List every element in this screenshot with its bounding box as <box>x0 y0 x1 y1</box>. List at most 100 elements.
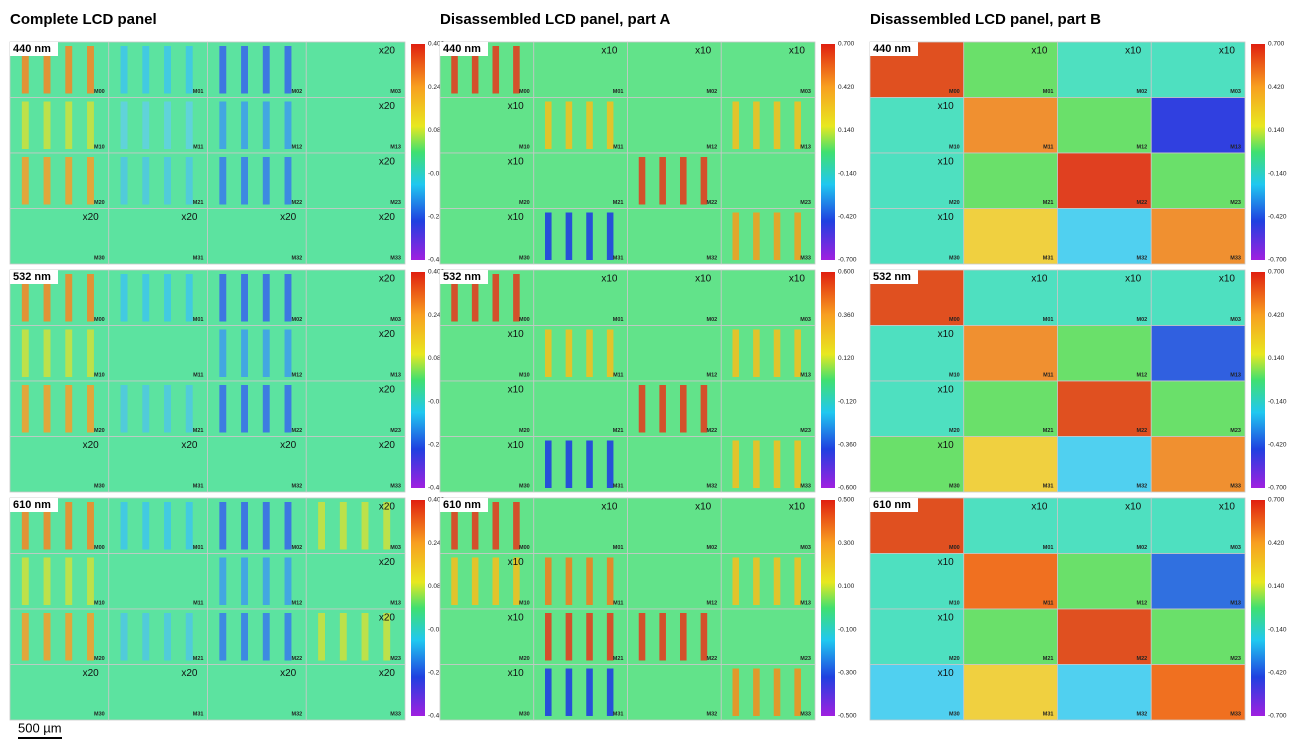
cell-label: M23 <box>1230 656 1241 662</box>
magnification: x10 <box>508 157 525 168</box>
cell-label: M31 <box>1043 483 1054 489</box>
scale-bar-label: 500 µm <box>18 720 62 735</box>
stripe <box>65 558 72 606</box>
stripe <box>794 213 801 261</box>
colorbar-tick-label: -0.140 <box>838 170 857 177</box>
stripe <box>659 157 666 205</box>
magnification: x10 <box>938 385 955 396</box>
stripe <box>733 213 740 261</box>
cell-label: M32 <box>292 483 303 489</box>
colorbar-tick-label: -0.140 <box>1268 398 1287 405</box>
magnification: x10 <box>695 502 712 513</box>
cell-label: M02 <box>707 545 718 551</box>
magnification: x20 <box>280 440 297 451</box>
stripe <box>142 157 149 205</box>
stripe <box>22 613 29 661</box>
stripe <box>263 613 270 661</box>
stripe <box>263 558 270 606</box>
stripe <box>164 46 171 94</box>
cell-label: M01 <box>193 545 204 551</box>
stripe <box>733 330 740 378</box>
stripe <box>87 274 94 322</box>
cell-label: M12 <box>1137 600 1148 606</box>
stripe <box>607 102 614 150</box>
stripe <box>121 274 128 322</box>
stripe <box>607 441 614 489</box>
cell-label: M13 <box>800 372 811 378</box>
panel-title: Disassembled LCD panel, part A <box>440 11 671 28</box>
cell-label: M10 <box>519 600 530 606</box>
magnification: x20 <box>379 613 396 624</box>
cell-label: M12 <box>1137 372 1148 378</box>
cell-label: M13 <box>390 600 401 606</box>
stripe <box>87 558 94 606</box>
magnification: x10 <box>1219 502 1236 513</box>
panel-title: Complete LCD panel <box>10 11 157 28</box>
magnification: x10 <box>601 274 618 285</box>
stripe <box>701 385 708 433</box>
colorbar-tick-label: -0.420 <box>1268 214 1287 221</box>
stripe <box>87 330 94 378</box>
stripe <box>241 274 248 322</box>
stripe <box>219 385 226 433</box>
stripe <box>44 102 51 150</box>
stripe <box>545 330 552 378</box>
stripe <box>639 613 646 661</box>
cell-label: M11 <box>613 600 623 606</box>
colorbar-tick-label: -0.120 <box>838 398 857 405</box>
stripe <box>774 558 781 606</box>
magnification: x20 <box>379 101 396 112</box>
stripe <box>263 502 270 550</box>
stripe <box>22 102 29 150</box>
magnification: x10 <box>938 329 955 340</box>
colorbar-tick-label: 0.140 <box>838 127 855 134</box>
stripe <box>142 385 149 433</box>
stripe <box>219 274 226 322</box>
stripe <box>263 274 270 322</box>
stripe <box>318 613 325 661</box>
magnification: x20 <box>379 502 396 513</box>
magnification: x10 <box>508 613 525 624</box>
cell-label: M02 <box>707 317 718 323</box>
magnification: x20 <box>181 212 198 223</box>
cell-label: M20 <box>94 200 105 206</box>
stripe <box>733 441 740 489</box>
magnification: x10 <box>938 101 955 112</box>
stripe <box>65 502 72 550</box>
colorbar-tick-label: 0.100 <box>838 583 855 590</box>
magnification: x10 <box>1219 274 1236 285</box>
stripe <box>87 46 94 94</box>
colorbar-tick-label: 0.420 <box>838 84 855 91</box>
magnification: x10 <box>1031 46 1048 57</box>
cell-label: M33 <box>390 255 401 261</box>
cell-label: M20 <box>949 200 960 206</box>
cell-label: M23 <box>800 656 811 662</box>
colorbar-tick-label: 0.600 <box>838 269 855 276</box>
stripe <box>44 157 51 205</box>
colorbar <box>821 500 835 716</box>
cell-label: M21 <box>1043 656 1054 662</box>
cell-label: M31 <box>613 483 624 489</box>
magnification: x20 <box>83 440 100 451</box>
cell-label: M21 <box>613 656 624 662</box>
magnification: x10 <box>938 157 955 168</box>
cell-label: M13 <box>1230 372 1241 378</box>
magnification: x20 <box>83 668 100 679</box>
cell-label: M31 <box>193 711 204 717</box>
stripe <box>472 558 479 606</box>
cell-label: M10 <box>519 372 530 378</box>
colorbar <box>821 272 835 488</box>
magnification: x10 <box>938 613 955 624</box>
colorbar-tick-label: 0.120 <box>838 355 855 362</box>
stripe <box>753 102 760 150</box>
colorbar-tick-label: 0.140 <box>1268 127 1285 134</box>
stripe <box>794 669 801 717</box>
cell-label: M23 <box>390 656 401 662</box>
stripe <box>241 46 248 94</box>
cell-label: M11 <box>613 144 623 150</box>
stripe <box>545 669 552 717</box>
cell-label: M31 <box>1043 255 1054 261</box>
cell-label: M31 <box>613 711 624 717</box>
cell-label: M21 <box>1043 428 1054 434</box>
magnification: x10 <box>789 274 806 285</box>
